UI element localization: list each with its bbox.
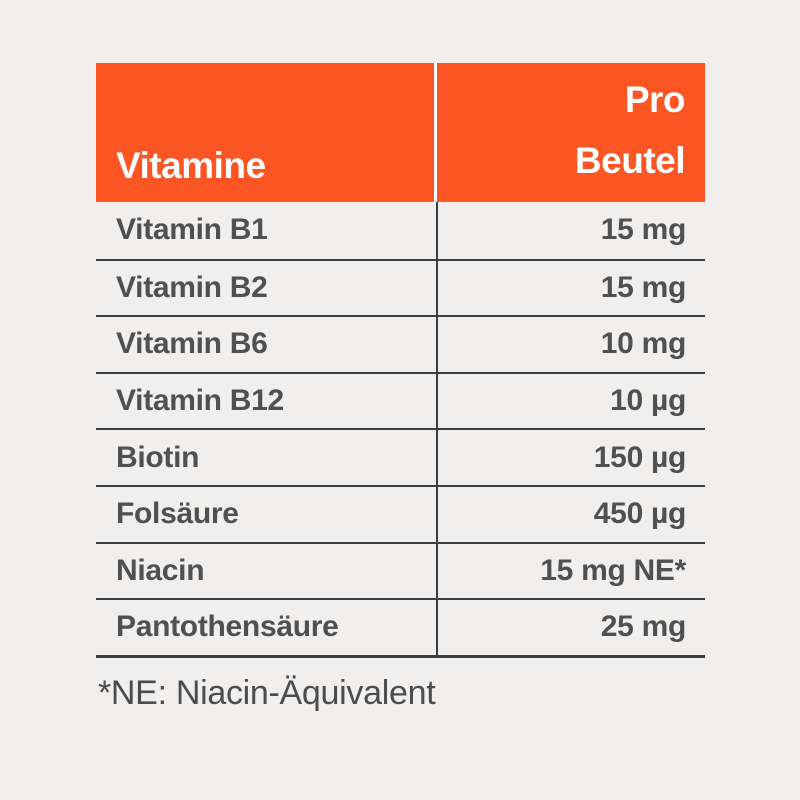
row-name-label: Vitamin B12: [116, 384, 284, 418]
row-name-label: Pantothensäure: [116, 610, 339, 644]
cell-value: 10 mg: [438, 317, 705, 372]
row-value-label: 10 µg: [610, 384, 686, 418]
header-label-beutel: Beutel: [574, 140, 686, 181]
table-row-biotin: Biotin 150 µg: [96, 428, 705, 485]
cell-name: Niacin: [96, 543, 438, 599]
table-row-pantothensaeure: Pantothensäure 25 mg: [96, 598, 705, 655]
cell-name: Vitamin B2: [96, 260, 438, 316]
vitamin-nutrition-table: Vitamine Pro Beutel Vitamin B1 15 mg Vit…: [96, 63, 705, 658]
row-value-label: 15 mg: [600, 213, 687, 247]
cell-name: Folsäure: [96, 486, 438, 542]
table-row-vitamin-b6: Vitamin B6 10 mg: [96, 315, 705, 372]
cell-name: Vitamin B1: [96, 202, 438, 259]
table-row-vitamin-b1: Vitamin B1 15 mg: [96, 202, 705, 259]
cell-value: 15 mg: [438, 261, 705, 316]
row-name-label: Vitamin B6: [116, 327, 268, 361]
cell-name: Vitamin B6: [96, 317, 438, 372]
row-value-label: 25 mg: [600, 610, 687, 644]
cell-value: 150 µg: [438, 430, 705, 485]
row-name-label: Vitamin B2: [116, 270, 268, 304]
cell-value: 15 mg: [438, 202, 705, 259]
row-name-label: Vitamin B1: [116, 213, 268, 247]
header-label-vitamine: Vitamine: [116, 145, 266, 186]
cell-value: 15 mg NE*: [438, 544, 705, 599]
row-value-label: 150 µg: [593, 440, 687, 474]
cell-value: 450 µg: [438, 487, 705, 542]
cell-name: Vitamin B12: [96, 373, 438, 429]
cell-value: 25 mg: [438, 600, 705, 655]
table-header-row: Vitamine Pro Beutel: [96, 63, 705, 202]
table-row-niacin: Niacin 15 mg NE*: [96, 541, 705, 599]
cell-name: Biotin: [96, 430, 438, 485]
table-row-vitamin-b12: Vitamin B12 10 µg: [96, 371, 705, 429]
cell-name: Pantothensäure: [96, 600, 438, 655]
row-name-label: Folsäure: [116, 497, 239, 531]
table-body: Vitamin B1 15 mg Vitamin B2 15 mg Vitami…: [96, 202, 705, 658]
footnote-ne-niacin-equivalent: *NE: Niacin-Äquivalent: [98, 674, 436, 712]
cell-value: 10 µg: [438, 374, 705, 429]
header-label-pro: Pro: [624, 79, 686, 120]
row-name-label: Niacin: [116, 553, 205, 587]
row-name-label: Biotin: [116, 440, 200, 474]
row-value-label: 10 mg: [600, 327, 687, 361]
table-row-vitamin-b2: Vitamin B2 15 mg: [96, 258, 705, 316]
row-value-label: 450 µg: [593, 497, 687, 531]
header-cell-pro-beutel: Pro Beutel: [437, 63, 705, 202]
table-row-folsaeure: Folsäure 450 µg: [96, 484, 705, 542]
row-value-label: 15 mg: [600, 270, 687, 304]
header-cell-vitamine: Vitamine: [96, 63, 437, 202]
row-value-label: 15 mg NE*: [540, 553, 686, 587]
